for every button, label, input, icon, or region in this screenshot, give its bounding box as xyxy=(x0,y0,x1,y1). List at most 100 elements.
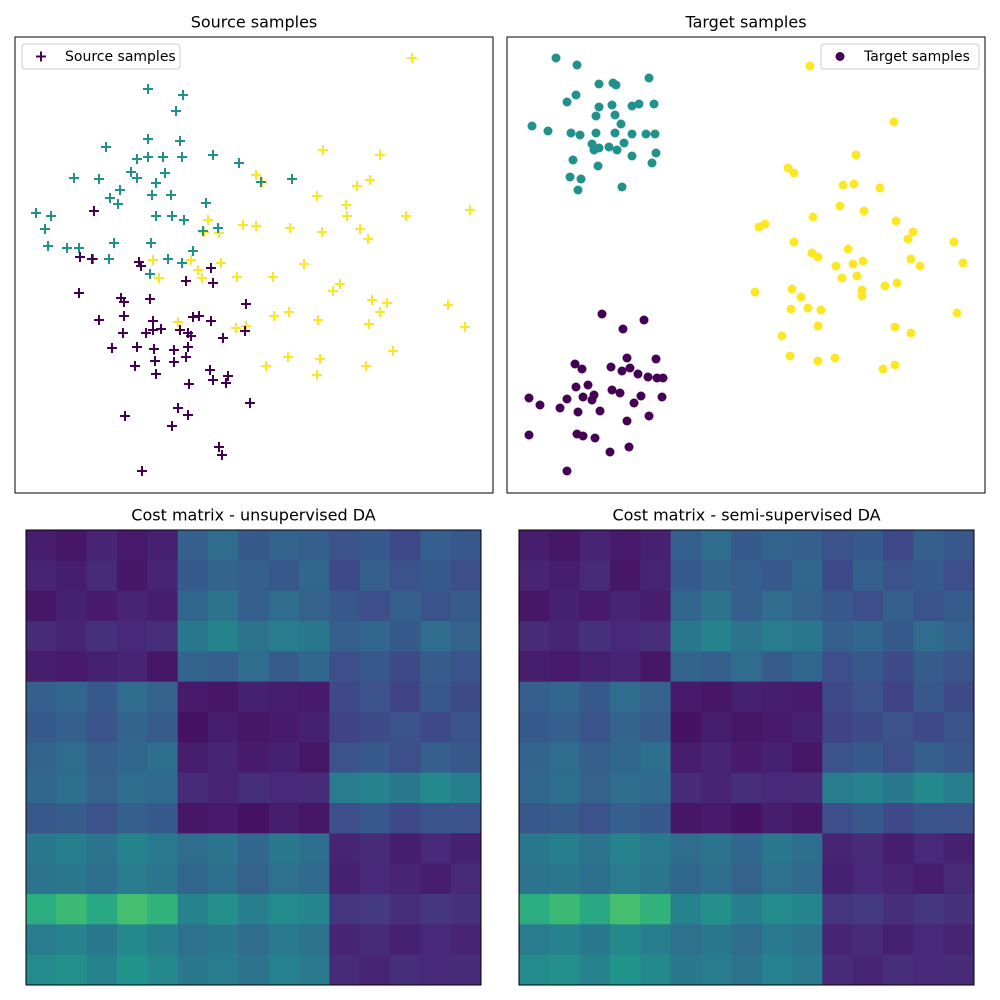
heatmap-cell xyxy=(913,803,945,834)
heatmap-cell xyxy=(519,621,550,652)
point xyxy=(169,357,179,367)
point-shape xyxy=(221,378,231,388)
point xyxy=(636,391,646,401)
point-shape xyxy=(335,279,345,289)
heatmap-cell xyxy=(359,803,391,834)
heatmap-cell xyxy=(519,833,550,865)
heatmap-cell xyxy=(852,712,884,743)
heatmap-cell xyxy=(822,833,854,865)
point-shape xyxy=(208,150,218,160)
point xyxy=(949,237,959,247)
heatmap-cell xyxy=(852,924,884,956)
heatmap-cell xyxy=(450,863,482,895)
heatmap-cell xyxy=(208,863,239,895)
point xyxy=(87,254,97,264)
heatmap-cell xyxy=(238,924,270,956)
point xyxy=(605,447,615,457)
point xyxy=(335,279,345,289)
heatmap-cell xyxy=(86,924,118,956)
point-shape xyxy=(365,175,375,185)
point-shape xyxy=(201,198,211,208)
point-shape xyxy=(89,206,99,216)
heatmap-cell xyxy=(56,560,88,592)
axes-frame xyxy=(14,36,494,494)
heatmap-cell xyxy=(268,530,300,561)
heatmap-cell xyxy=(883,742,914,774)
point-shape xyxy=(238,220,248,230)
heatmap-cell xyxy=(390,894,421,925)
point xyxy=(572,60,582,70)
heatmap-cell xyxy=(549,803,581,834)
point xyxy=(318,145,328,155)
point xyxy=(590,433,600,443)
point xyxy=(62,243,72,253)
point-shape xyxy=(217,450,227,460)
heatmap-cell xyxy=(238,590,270,622)
heatmap-cell xyxy=(390,530,421,561)
point xyxy=(171,106,181,116)
heatmap-cell xyxy=(943,954,975,986)
heatmap-cell xyxy=(147,803,179,834)
point xyxy=(813,252,823,262)
point xyxy=(816,305,826,315)
point xyxy=(595,406,605,416)
point xyxy=(256,177,266,187)
point xyxy=(562,97,572,107)
heatmap-cell xyxy=(420,590,452,622)
point xyxy=(571,382,581,392)
point xyxy=(184,379,194,389)
heatmap-cell xyxy=(208,803,239,834)
point xyxy=(443,300,453,310)
point xyxy=(31,208,41,218)
heatmap-cell xyxy=(579,894,611,925)
point xyxy=(206,263,216,273)
heatmap-cell xyxy=(549,712,581,743)
heatmap-cell xyxy=(147,772,179,804)
point xyxy=(891,216,901,226)
point xyxy=(787,284,797,294)
point-shape xyxy=(154,273,164,283)
heatmap-cell xyxy=(420,742,452,774)
point-shape xyxy=(178,90,188,100)
heatmap-cell xyxy=(359,651,391,683)
point xyxy=(141,328,151,338)
point xyxy=(241,299,251,309)
heatmap-cell xyxy=(420,712,452,743)
point xyxy=(213,223,223,233)
point-shape xyxy=(213,223,223,233)
point-shape xyxy=(118,328,128,338)
heatmap-cell xyxy=(549,681,581,713)
heatmap-cell xyxy=(913,681,945,713)
point xyxy=(40,224,50,234)
heatmap-cell xyxy=(56,894,88,925)
heatmap-cell xyxy=(86,712,118,743)
point xyxy=(643,372,653,382)
point xyxy=(617,182,627,192)
heatmap-cell xyxy=(299,712,330,743)
point xyxy=(615,388,625,398)
heatmap-cell xyxy=(883,590,914,622)
heatmap-cell xyxy=(147,833,179,865)
heatmap-cell xyxy=(761,560,793,592)
heatmap-cell xyxy=(701,530,732,561)
heatmap-cell xyxy=(852,681,884,713)
point xyxy=(147,190,157,200)
point-shape xyxy=(231,323,241,333)
point xyxy=(622,416,632,426)
heatmap-cell xyxy=(177,651,209,683)
point-shape xyxy=(177,152,187,162)
heatmap-cell xyxy=(86,833,118,865)
heatmap-cell xyxy=(852,742,884,774)
heatmap-cell xyxy=(913,590,945,622)
point-shape xyxy=(361,361,371,371)
point xyxy=(465,205,475,215)
heatmap-cell xyxy=(822,894,854,925)
point xyxy=(619,138,629,148)
heatmap-cell xyxy=(822,530,854,561)
point xyxy=(607,385,617,395)
heatmap-cell xyxy=(792,772,823,804)
point-shape xyxy=(401,211,411,221)
heatmap-cell xyxy=(390,681,421,713)
point-shape xyxy=(256,177,266,187)
point xyxy=(365,175,375,185)
